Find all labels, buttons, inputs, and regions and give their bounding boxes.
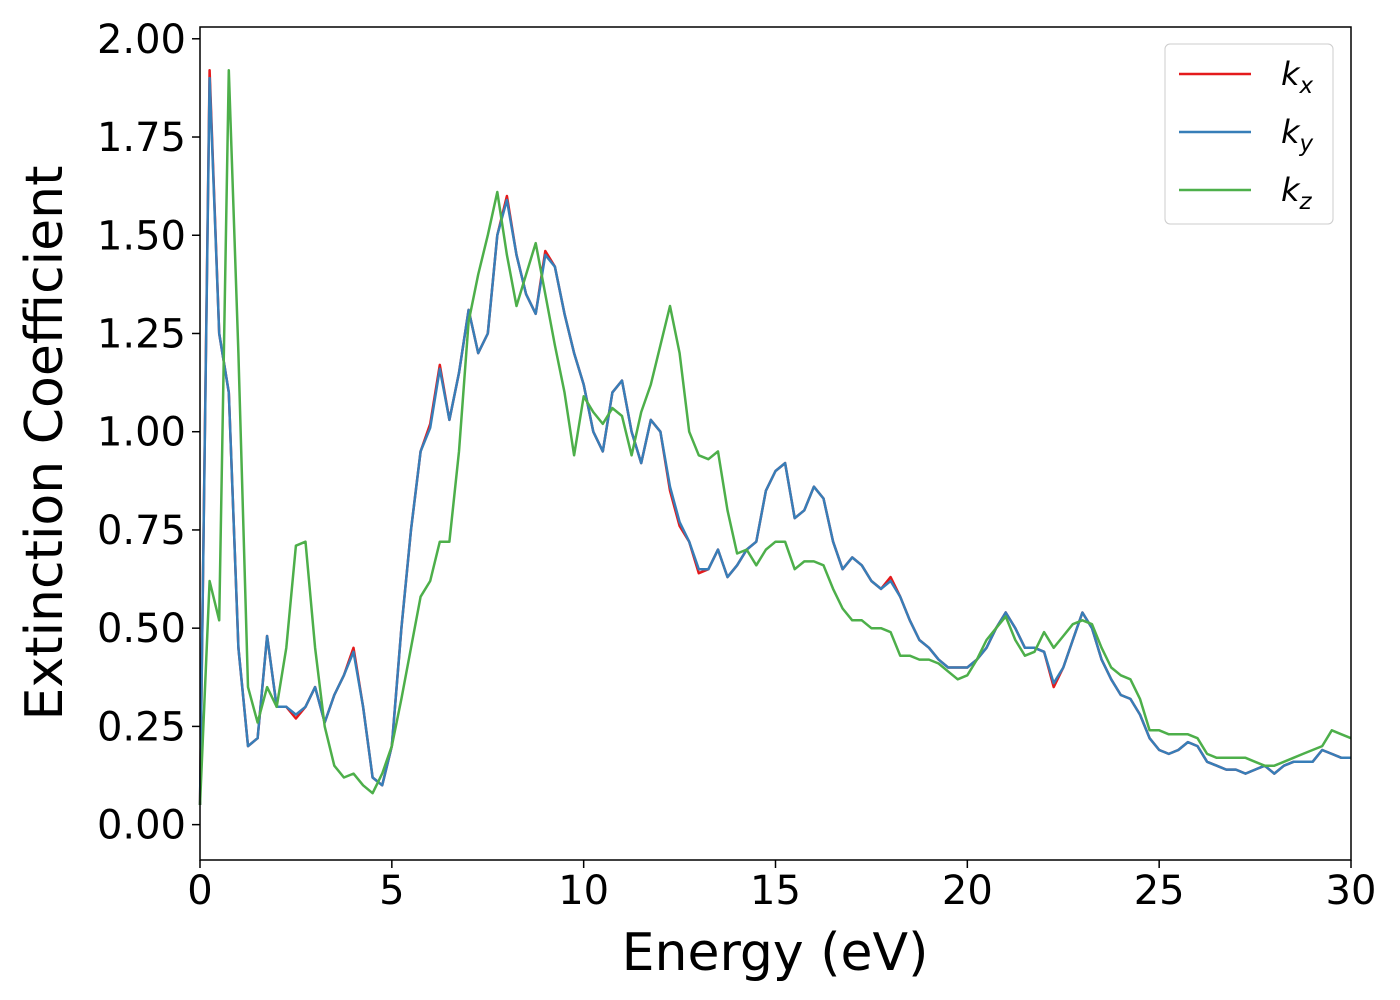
x-tick-label: 30 <box>1326 868 1377 914</box>
x-tick-label: 20 <box>942 868 993 914</box>
data-line <box>198 68 1352 806</box>
legend-label: kz <box>1281 171 1313 215</box>
y-tick-label: 0.50 <box>97 606 186 652</box>
legend-label: kx <box>1281 55 1314 99</box>
y-tick-label: 0.75 <box>97 508 186 554</box>
legend-box <box>1164 43 1334 225</box>
x-tick-label: 5 <box>379 868 404 914</box>
plot-frame <box>199 26 1352 861</box>
legend-label: ky <box>1281 113 1314 157</box>
y-tick-label: 0.00 <box>97 803 186 849</box>
y-axis-label: Extinction Coefficient <box>15 166 75 721</box>
x-tick-label: 10 <box>558 868 609 914</box>
y-tick-label: 1.00 <box>97 410 186 456</box>
x-tick-label: 25 <box>1134 868 1185 914</box>
x-tick-label: 15 <box>750 868 801 914</box>
x-tick-label: 0 <box>187 868 212 914</box>
y-tick-label: 1.25 <box>97 311 186 357</box>
y-tick-label: 1.75 <box>97 115 186 161</box>
y-tick-label: 1.50 <box>97 213 186 259</box>
y-tick-label: 2.00 <box>97 17 186 63</box>
x-axis-label: Energy (eV) <box>622 923 929 983</box>
y-tick-label: 0.25 <box>97 704 186 750</box>
